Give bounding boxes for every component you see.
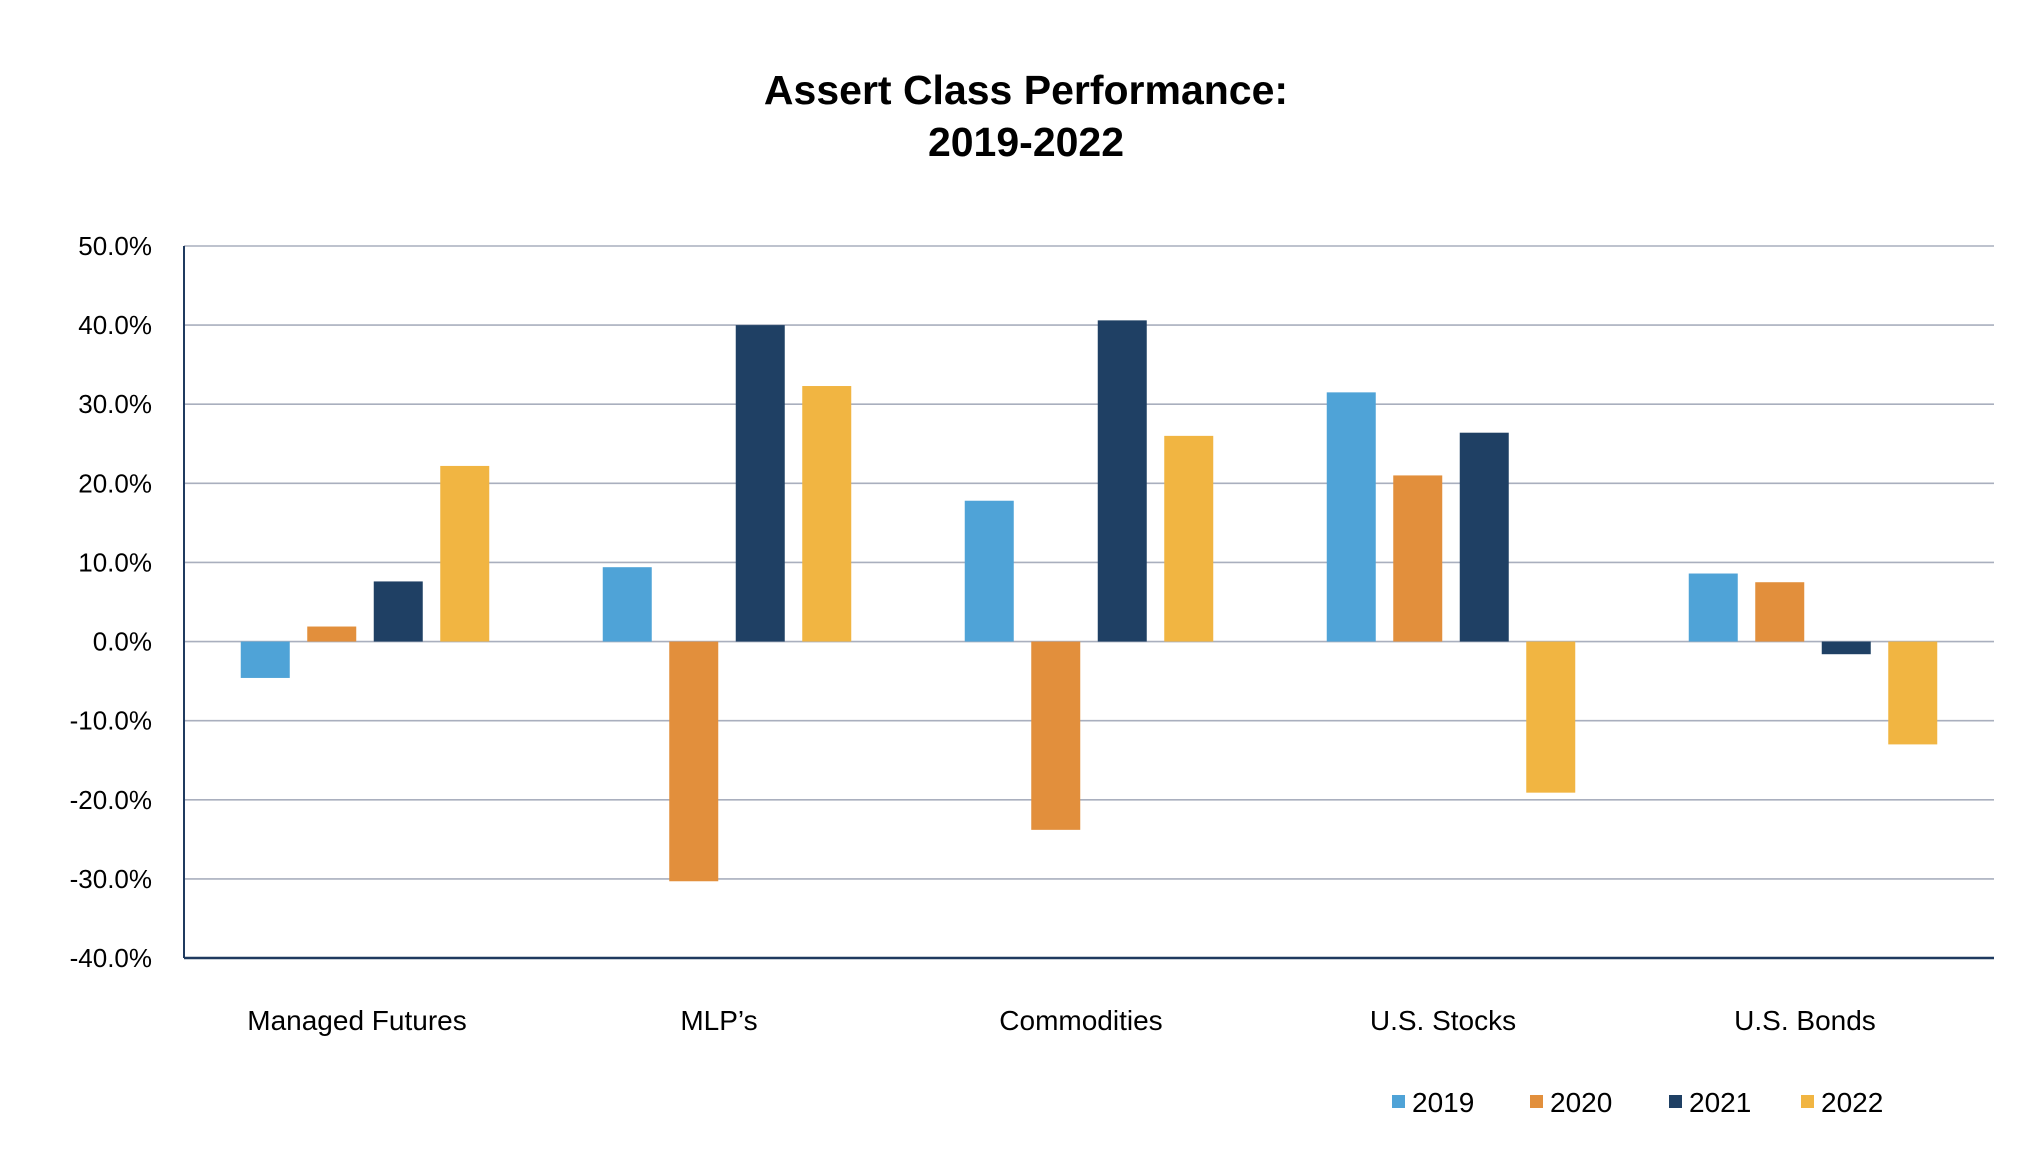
y-tick-label: 50.0%	[78, 231, 152, 261]
bar-2019-4	[1688, 573, 1738, 642]
bar-2020-3	[1393, 475, 1443, 642]
bar-2020-4	[1755, 582, 1805, 642]
y-tick-label: 0.0%	[93, 627, 152, 657]
legend-label: 2022	[1821, 1087, 1883, 1118]
bar-2019-1	[602, 567, 652, 642]
y-tick-label: -20.0%	[70, 785, 152, 815]
bar-2022-4	[1888, 641, 1938, 745]
bar-2021-0	[373, 581, 423, 642]
y-tick-label: 20.0%	[78, 468, 152, 498]
chart-title-line-2: 2019-2022	[928, 119, 1124, 165]
bar-2019-0	[240, 641, 290, 678]
chart-title: Assert Class Performance: 2019-2022	[764, 67, 1288, 165]
bar-2022-3	[1526, 641, 1576, 793]
chart-title-line-1: Assert Class Performance:	[764, 67, 1288, 113]
bar-2022-0	[440, 465, 490, 642]
bar-2021-1	[735, 325, 785, 642]
x-category-label: Commodities	[999, 1005, 1162, 1036]
x-category-label: Managed Futures	[247, 1005, 466, 1036]
legend-label: 2021	[1689, 1087, 1751, 1118]
legend-item-2020: 2020	[1530, 1087, 1612, 1118]
x-axis-category-labels: Managed Futures MLP’s Commodities U.S. Stoc…	[247, 1005, 1876, 1036]
legend-label: 2019	[1412, 1087, 1474, 1118]
bars	[240, 320, 1938, 882]
bar-2020-0	[307, 626, 357, 642]
x-category-label: U.S. Stocks	[1370, 1005, 1516, 1036]
legend-item-2021: 2021	[1669, 1087, 1751, 1118]
x-category-label: U.S. Bonds	[1734, 1005, 1876, 1036]
y-tick-label: -30.0%	[70, 864, 152, 894]
y-tick-label: 40.0%	[78, 310, 152, 340]
y-tick-label: 30.0%	[78, 389, 152, 419]
legend-label: 2020	[1550, 1087, 1612, 1118]
bar-2021-2	[1097, 320, 1147, 642]
bar-2019-2	[964, 500, 1014, 642]
x-category-label: MLP’s	[680, 1005, 757, 1036]
legend-item-2019: 2019	[1392, 1087, 1474, 1118]
y-axis-tick-labels: 50.0% 40.0% 30.0% 20.0% 10.0% 0.0% -10.0% -20.0…	[70, 231, 152, 973]
legend: 2019 2020 2021 2022	[1392, 1087, 1883, 1118]
bar-2019-3	[1326, 392, 1376, 642]
legend-item-2022: 2022	[1801, 1087, 1883, 1118]
y-tick-label: 10.0%	[78, 547, 152, 577]
legend-swatch	[1801, 1095, 1814, 1108]
bar-2022-2	[1164, 435, 1214, 642]
legend-swatch	[1669, 1095, 1682, 1108]
bar-2021-4	[1821, 641, 1871, 655]
legend-swatch	[1530, 1095, 1543, 1108]
y-tick-label: -10.0%	[70, 706, 152, 736]
bar-2022-1	[802, 386, 852, 642]
bar-2020-2	[1031, 641, 1081, 830]
y-tick-label: -40.0%	[70, 943, 152, 973]
axes	[183, 246, 1994, 960]
bar-2021-3	[1459, 432, 1509, 642]
bar-2020-1	[669, 641, 719, 882]
legend-swatch	[1392, 1095, 1405, 1108]
